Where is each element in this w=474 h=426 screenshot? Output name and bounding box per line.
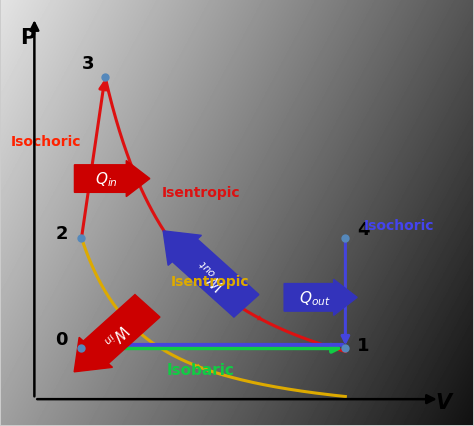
FancyArrow shape [74,161,150,197]
FancyArrow shape [163,231,259,317]
Text: 4: 4 [357,220,370,238]
FancyArrow shape [74,295,160,372]
Text: Isochoric: Isochoric [364,219,435,233]
Text: $W_{in}$: $W_{in}$ [101,318,133,350]
Text: 2: 2 [55,225,68,242]
Text: 0: 0 [55,330,68,348]
Text: 3: 3 [82,55,94,73]
Text: Isochoric: Isochoric [11,134,82,148]
Text: V: V [435,392,451,412]
Text: P: P [20,28,36,48]
Text: $W_{out}$: $W_{out}$ [192,256,230,294]
FancyArrow shape [284,279,357,316]
Text: $Q_{out}$: $Q_{out}$ [299,288,331,307]
Text: Isentropic: Isentropic [162,185,240,199]
Text: Isobaric: Isobaric [166,362,234,377]
Text: Isentropic: Isentropic [171,274,250,288]
Text: $Q_{in}$: $Q_{in}$ [95,170,118,188]
Text: 1: 1 [357,337,370,354]
